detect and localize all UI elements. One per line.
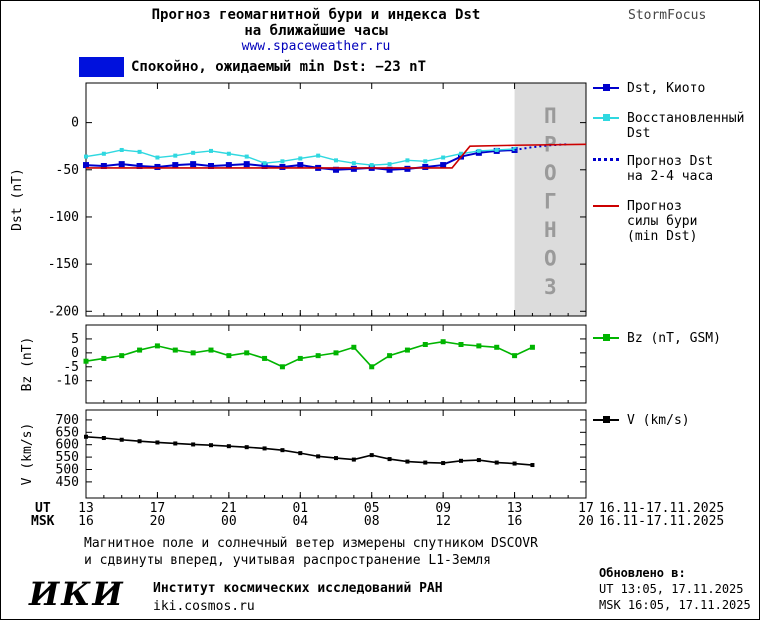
svg-text:О: О: [544, 161, 557, 185]
svg-text:00: 00: [221, 514, 237, 529]
updated-ut: UT 13:05, 17.11.2025: [599, 582, 744, 596]
svg-text:5: 5: [71, 332, 79, 347]
svg-text:13: 13: [78, 501, 94, 516]
legend-bz: Bz (nT, GSM): [593, 331, 721, 346]
svg-text:05: 05: [364, 501, 380, 516]
svg-text:01: 01: [292, 501, 308, 516]
svg-text:-200: -200: [48, 304, 79, 319]
svg-text:17: 17: [150, 501, 166, 516]
legend-label: Прогноз Dst на 2-4 часа: [627, 154, 714, 184]
measurement-note-line2: и сдвинуты вперед, учитывая распростране…: [84, 553, 491, 568]
svg-text:V (km/s): V (km/s): [20, 423, 35, 486]
svg-text:700: 700: [56, 413, 79, 428]
svg-text:Dst (nT): Dst (nT): [10, 168, 25, 231]
svg-text:0: 0: [71, 116, 79, 131]
institute-site-link: iki.cosmos.ru: [153, 599, 255, 614]
forecast-dst-marker-icon: [593, 157, 619, 166]
svg-text:450: 450: [56, 475, 79, 490]
svg-text:З: З: [544, 275, 557, 299]
svg-text:17: 17: [578, 501, 594, 516]
legend-label: Прогноз силы бури (min Dst): [627, 199, 698, 244]
recon-dst-marker-icon: [593, 114, 619, 123]
dst-kyoto-marker-icon: [593, 84, 619, 93]
svg-text:600: 600: [56, 438, 79, 453]
svg-text:20: 20: [578, 514, 594, 529]
svg-text:16: 16: [507, 514, 523, 529]
svg-text:Г: Г: [544, 190, 557, 214]
svg-text:21: 21: [221, 501, 237, 516]
svg-text:04: 04: [292, 514, 308, 529]
svg-text:650: 650: [56, 425, 79, 440]
institute-name: Институт космических исследований РАН: [153, 581, 443, 596]
svg-text:-10: -10: [56, 374, 79, 389]
measurement-note-line1: Магнитное поле и солнечный ветер измерен…: [84, 536, 538, 551]
storm-status-text: Спокойно, ожидаемый min Dst: −23 nT: [131, 59, 427, 75]
svg-text:-150: -150: [48, 257, 79, 272]
v-marker-icon: [593, 416, 619, 425]
legend-storm-strength: Прогноз силы бури (min Dst): [593, 199, 697, 244]
updated-msk: MSK 16:05, 17.11.2025: [599, 598, 751, 612]
svg-text:UT: UT: [35, 501, 51, 516]
svg-text:13: 13: [507, 501, 523, 516]
svg-text:08: 08: [364, 514, 380, 529]
svg-text:Н: Н: [544, 218, 557, 242]
svg-text:16.11-17.11.2025: 16.11-17.11.2025: [599, 514, 724, 529]
svg-text:16.11-17.11.2025: 16.11-17.11.2025: [599, 501, 724, 516]
svg-text:Bz (nT): Bz (nT): [20, 337, 35, 392]
svg-text:550: 550: [56, 450, 79, 465]
svg-text:500: 500: [56, 462, 79, 477]
legend-label: Dst, Киото: [627, 81, 706, 96]
legend-label: V (km/s): [627, 413, 690, 428]
legend-label: Bz (nT, GSM): [627, 331, 721, 346]
page-subtitle: на ближайшие часы: [244, 23, 388, 39]
legend-v: V (km/s): [593, 413, 690, 428]
svg-text:16: 16: [78, 514, 94, 529]
storm-marker-icon: [593, 202, 619, 211]
source-site-link: www.spaceweather.ru: [241, 39, 391, 54]
brand-label: StormFocus: [628, 8, 707, 23]
bz-marker-icon: [593, 334, 619, 343]
page-title: Прогноз геомагнитной бури и индекса Dst: [151, 7, 481, 23]
svg-text:MSK: MSK: [31, 514, 55, 529]
svg-text:-100: -100: [48, 210, 79, 225]
legend-label: Восстановленный Dst: [627, 111, 745, 141]
svg-text:09: 09: [435, 501, 451, 516]
storm-level-color-box: [79, 57, 124, 77]
updated-label: Обновлено в:: [599, 566, 686, 580]
legend-dst-kyoto: Dst, Киото: [593, 81, 705, 96]
legend-reconstructed-dst: Восстановленный Dst: [593, 111, 744, 141]
svg-text:-5: -5: [63, 360, 79, 375]
svg-text:П: П: [544, 104, 557, 128]
svg-text:20: 20: [150, 514, 166, 529]
svg-text:О: О: [544, 247, 557, 271]
header: Прогноз геомагнитной бури и индекса Dst …: [1, 7, 631, 54]
svg-text:12: 12: [435, 514, 451, 529]
legend-forecast-dst: Прогноз Dst на 2-4 часа: [593, 154, 713, 184]
svg-text:-50: -50: [56, 163, 79, 178]
iki-logo: ИКИ: [29, 575, 125, 613]
svg-text:0: 0: [71, 346, 79, 361]
